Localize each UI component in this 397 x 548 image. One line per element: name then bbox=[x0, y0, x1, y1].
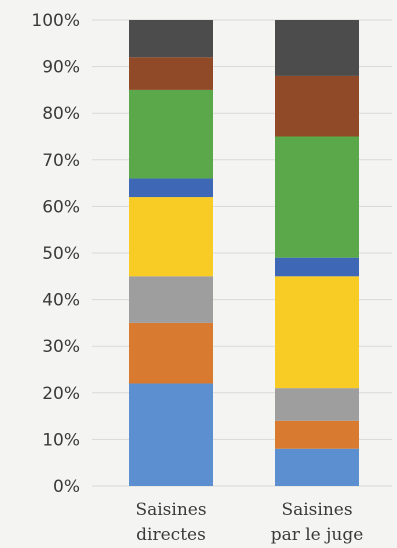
bar-segment-1-1 bbox=[129, 383, 213, 486]
x-category-label: Saisines bbox=[281, 500, 352, 520]
y-tick-label: 80% bbox=[42, 104, 80, 124]
bars bbox=[129, 20, 359, 486]
bar-segment-2-1 bbox=[275, 448, 359, 486]
bar-segment-1-4 bbox=[129, 197, 213, 277]
x-axis-category-labels: Saisines directes Saisines par le juge bbox=[135, 500, 363, 545]
x-category-label: par le juge bbox=[271, 525, 364, 545]
y-tick-label: 70% bbox=[42, 151, 80, 171]
bar-segment-1-2 bbox=[129, 322, 213, 384]
y-tick-label: 40% bbox=[42, 291, 80, 311]
bar-segment-1-7 bbox=[129, 57, 213, 90]
bar-segment-1-3 bbox=[129, 276, 213, 323]
bar-segment-2-4 bbox=[275, 276, 359, 389]
x-category-label: directes bbox=[136, 525, 206, 545]
y-tick-label: 60% bbox=[42, 197, 80, 217]
y-tick-label: 10% bbox=[42, 430, 80, 450]
y-tick-label: 20% bbox=[42, 384, 80, 404]
y-axis-tick-labels: 0% 10% 20% 30% 40% 50% 60% 70% 80% 90% 100% bbox=[31, 11, 80, 497]
y-tick-label: 50% bbox=[42, 244, 80, 264]
bar-segment-1-5 bbox=[129, 178, 213, 198]
y-tick-label: 100% bbox=[31, 11, 80, 31]
y-tick-label: 90% bbox=[42, 58, 80, 78]
bar-segment-2-6 bbox=[275, 136, 359, 258]
x-category-label: Saisines bbox=[135, 500, 206, 520]
y-tick-label: 30% bbox=[42, 337, 80, 357]
bar-segment-2-2 bbox=[275, 420, 359, 449]
bar-segment-2-5 bbox=[275, 257, 359, 277]
bar-segment-2-7 bbox=[275, 75, 359, 137]
y-tick-label: 0% bbox=[53, 477, 80, 497]
bar-segment-2-8 bbox=[275, 20, 359, 76]
bar-segment-2-3 bbox=[275, 388, 359, 421]
bar-segment-1-8 bbox=[129, 20, 213, 58]
bar-segment-1-6 bbox=[129, 89, 213, 179]
